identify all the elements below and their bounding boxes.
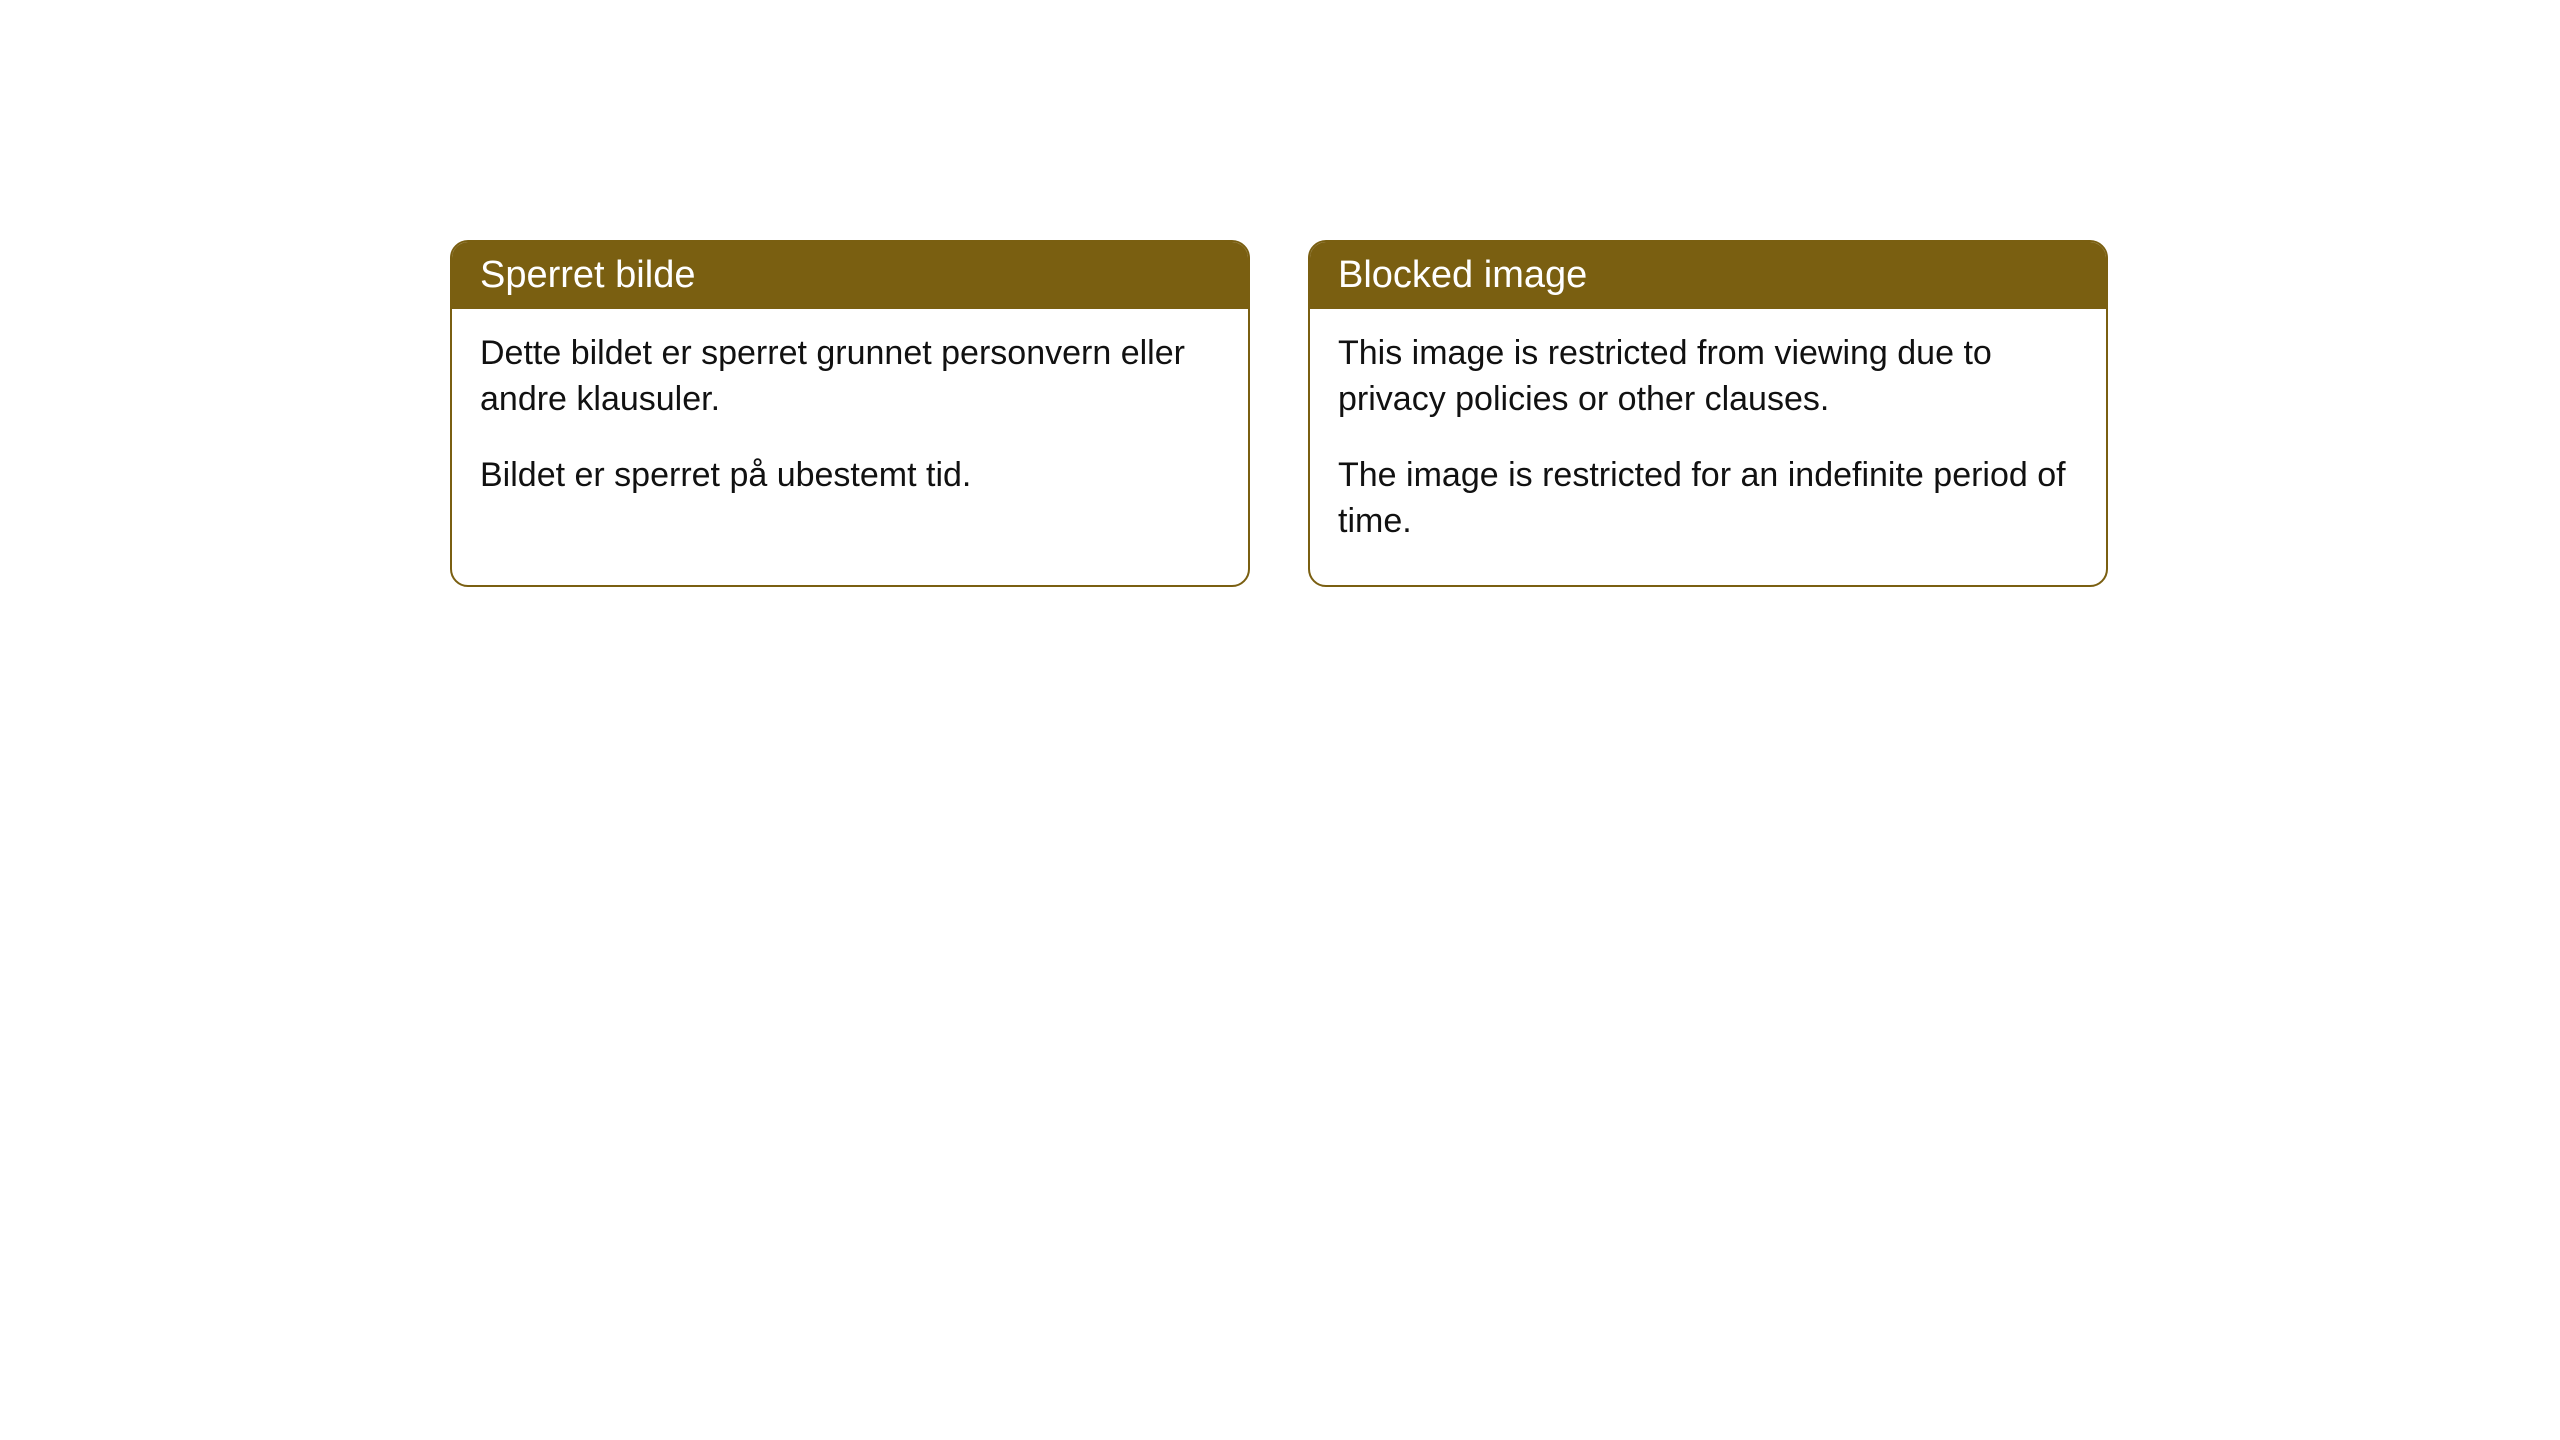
blocked-image-card-en: Blocked image This image is restricted f… xyxy=(1308,240,2108,587)
notice-cards-container: Sperret bilde Dette bildet er sperret gr… xyxy=(450,240,2108,587)
card-paragraph: The image is restricted for an indefinit… xyxy=(1338,453,2078,545)
card-body: This image is restricted from viewing du… xyxy=(1310,309,2106,585)
card-body: Dette bildet er sperret grunnet personve… xyxy=(452,309,1248,539)
card-paragraph: This image is restricted from viewing du… xyxy=(1338,331,2078,423)
card-title: Sperret bilde xyxy=(480,254,695,296)
card-paragraph: Dette bildet er sperret grunnet personve… xyxy=(480,331,1220,423)
blocked-image-card-no: Sperret bilde Dette bildet er sperret gr… xyxy=(450,240,1250,587)
card-header: Blocked image xyxy=(1310,242,2106,309)
card-paragraph: Bildet er sperret på ubestemt tid. xyxy=(480,453,1220,499)
card-header: Sperret bilde xyxy=(452,242,1248,309)
card-title: Blocked image xyxy=(1338,254,1587,296)
